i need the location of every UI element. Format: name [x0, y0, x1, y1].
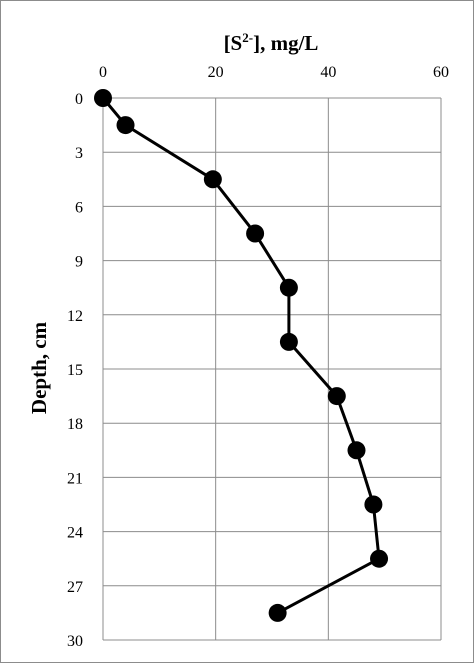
x-axis-title-superscript: 2-: [242, 30, 253, 45]
y-tick-label: 30: [67, 633, 83, 650]
grid: [102, 97, 442, 641]
data-point: [268, 603, 287, 622]
data-point: [347, 441, 366, 460]
y-tick-label: 27: [67, 579, 83, 596]
x-tick-labels: 0 20 40 60: [99, 64, 449, 81]
y-tick-labels: 0 3 6 9 12 15 18 21 24 27 30: [67, 91, 83, 650]
data-point: [370, 549, 389, 568]
data-point: [203, 170, 222, 189]
y-tick-label: 24: [67, 525, 83, 542]
x-tick-label: 0: [99, 64, 107, 81]
y-tick-label: 9: [75, 254, 83, 271]
series-line: [101, 97, 381, 615]
y-axis-title: Depth, cm: [27, 321, 51, 414]
data-point: [364, 495, 383, 514]
x-tick-label: 60: [433, 64, 449, 81]
data-point: [246, 224, 265, 243]
series-layer: [94, 89, 389, 622]
x-axis-title-part-2: ], mg/L: [253, 31, 318, 55]
x-tick-label: 20: [208, 64, 224, 81]
y-tick-label: 12: [67, 308, 83, 325]
x-axis-title: [S2-], mg/L: [224, 30, 319, 55]
data-point: [94, 89, 112, 107]
data-point: [327, 387, 346, 406]
y-tick-label: 6: [75, 199, 83, 216]
data-point: [116, 116, 135, 135]
y-tick-label: 18: [67, 416, 83, 433]
y-tick-label: 0: [75, 91, 83, 108]
x-axis-title-part-1: [S: [224, 31, 243, 55]
data-point: [279, 332, 298, 351]
y-tick-label: 3: [75, 145, 83, 162]
x-tick-label: 40: [320, 64, 336, 81]
data-point: [279, 278, 298, 297]
y-tick-label: 15: [67, 362, 83, 379]
y-tick-label: 21: [67, 470, 83, 487]
